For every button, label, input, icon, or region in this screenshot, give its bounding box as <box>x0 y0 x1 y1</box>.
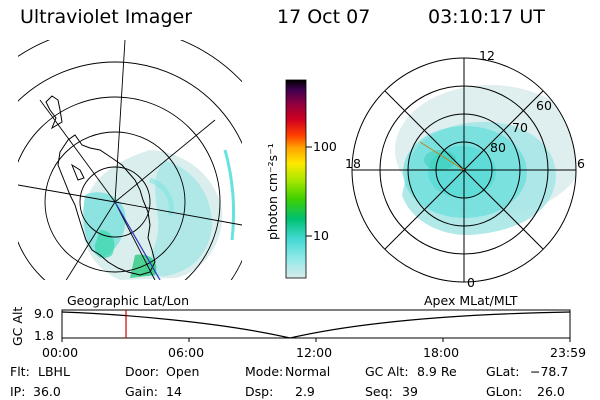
glat-value: −78.7 <box>530 364 568 379</box>
time-tick-1800: 18:00 <box>423 345 459 360</box>
magnetic-polar-map: 12 18 6 0 60 70 80 <box>345 48 585 290</box>
altitude-curve <box>61 311 571 339</box>
colorbar <box>285 79 312 279</box>
left-map-caption: Geographic Lat/Lon <box>67 293 189 308</box>
seq-label: Seq: <box>365 384 393 399</box>
dsp-value: 2.9 <box>295 384 315 399</box>
gc-alt-label: GC Alt: <box>365 364 409 379</box>
mlat-label-70: 70 <box>512 120 528 135</box>
time-tick-0000: 00:00 <box>42 345 78 360</box>
mlt-label-12: 12 <box>479 48 495 63</box>
time-tick-2359: 23:59 <box>550 345 586 360</box>
sun-direction-line <box>419 141 465 171</box>
status-info: Flt: LBHL Door: Open Mode: Normal GC Alt… <box>10 364 568 399</box>
door-label: Door: <box>125 364 159 379</box>
colorbar-tick-10: 10 <box>313 228 329 243</box>
glon-value: 26.0 <box>537 384 565 399</box>
gain-label: Gain: <box>125 384 158 399</box>
ip-value: 36.0 <box>33 384 61 399</box>
altitude-plot: GC Alt 9.0 1.8 00:00 06:00 12:00 18:00 2… <box>10 306 586 360</box>
subsatellite-track <box>114 201 161 280</box>
ip-label: IP: <box>10 384 25 399</box>
colorbar-unit-label: photon cm⁻²s⁻¹ <box>265 143 280 240</box>
observation-time: 03:10:17 UT <box>428 6 545 28</box>
mlat-label-80: 80 <box>490 140 506 155</box>
filter-value: LBHL <box>38 364 70 379</box>
dsp-label: Dsp: <box>245 384 273 399</box>
colorbar-tick-100: 100 <box>313 139 337 154</box>
glon-label: GLon: <box>486 384 522 399</box>
altitude-ymin: 1.8 <box>34 328 54 343</box>
right-map-caption: Apex MLat/MLT <box>424 293 518 308</box>
antarctica-coastline <box>45 95 156 276</box>
seq-value: 39 <box>402 384 418 399</box>
longitude-grid <box>18 40 242 280</box>
altitude-ylabel: GC Alt <box>10 307 25 346</box>
gain-value: 14 <box>166 384 182 399</box>
mlt-label-0: 0 <box>467 275 475 290</box>
altitude-ymax: 9.0 <box>34 306 54 321</box>
instrument-title: Ultraviolet Imager <box>20 6 193 28</box>
aurora-emission-mag <box>395 85 576 236</box>
mlat-label-60: 60 <box>536 98 552 113</box>
glat-label: GLat: <box>486 364 519 379</box>
mlt-label-18: 18 <box>345 156 361 171</box>
time-tick-1200: 12:00 <box>296 345 332 360</box>
latitude-grid <box>18 40 242 280</box>
door-value: Open <box>166 364 199 379</box>
time-tick-0600: 06:00 <box>168 345 204 360</box>
geographic-map <box>18 40 242 280</box>
filter-label: Flt: <box>10 364 30 379</box>
aurora-emission-geo <box>81 149 236 280</box>
gc-alt-value: 8.9 Re <box>417 364 457 379</box>
mlt-label-6: 6 <box>577 156 585 171</box>
mode-value: Normal <box>285 364 330 379</box>
colorbar-scale <box>285 79 307 279</box>
observation-date: 17 Oct 07 <box>277 6 371 28</box>
mode-label: Mode: <box>245 364 283 379</box>
